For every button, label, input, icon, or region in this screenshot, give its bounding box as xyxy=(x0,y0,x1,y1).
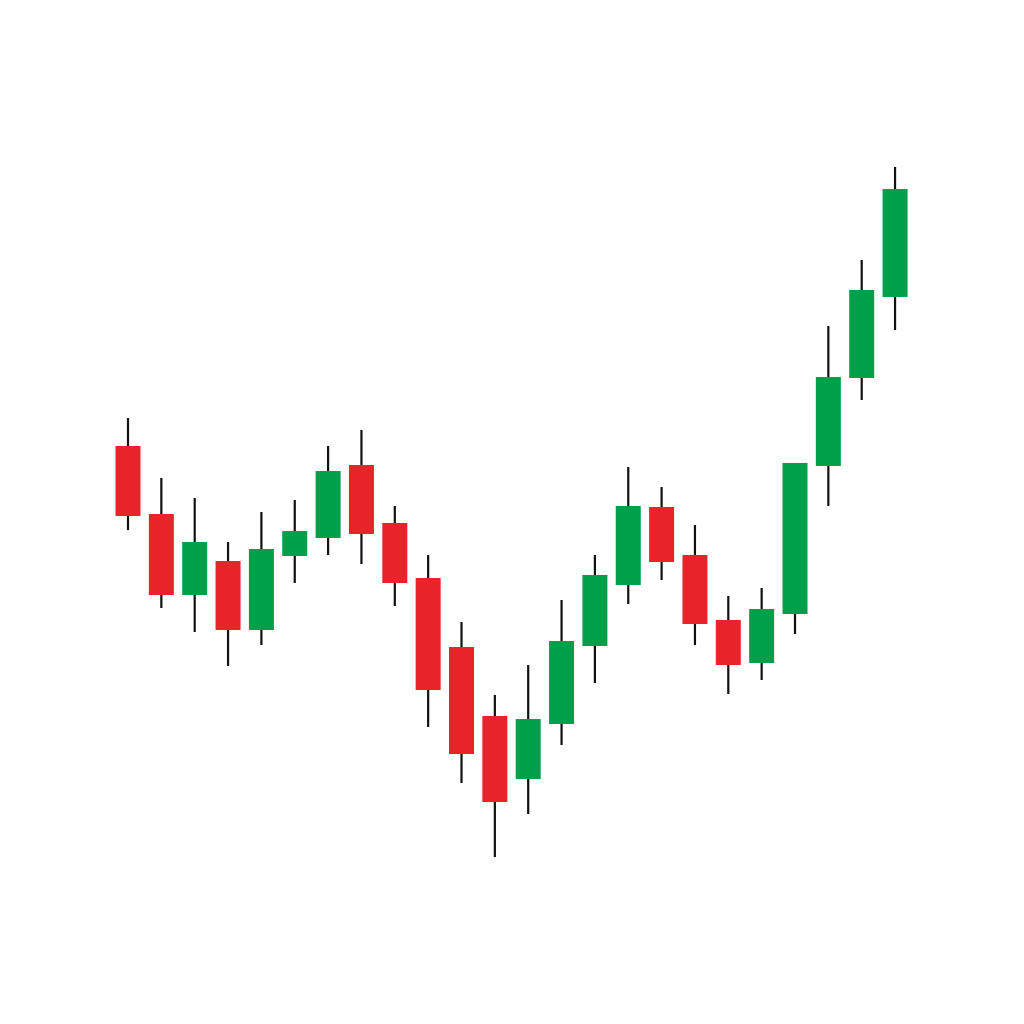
candle-10 xyxy=(415,555,441,727)
candle-body-bearish xyxy=(649,507,675,562)
candle-12 xyxy=(482,695,508,857)
candle-body-bullish xyxy=(282,531,308,556)
candle-body-bearish xyxy=(682,555,708,624)
candle-13 xyxy=(515,665,541,814)
candle-14 xyxy=(549,600,575,745)
candle-body-bearish xyxy=(382,523,408,583)
candle-17 xyxy=(649,487,675,580)
candles-group xyxy=(115,167,908,857)
candle-body-bullish xyxy=(782,463,808,614)
candle-23 xyxy=(849,260,875,400)
candle-body-bullish xyxy=(815,377,841,466)
candle-body-bullish xyxy=(315,471,341,538)
candle-5 xyxy=(248,512,274,645)
candle-8 xyxy=(348,430,374,564)
candle-18 xyxy=(682,525,708,645)
candle-24 xyxy=(882,167,908,330)
candle-body-bearish xyxy=(449,647,474,754)
candle-15 xyxy=(582,555,608,683)
candle-20 xyxy=(749,588,775,680)
candle-body-bearish xyxy=(715,620,741,665)
candle-body-bearish xyxy=(415,578,441,690)
candle-6 xyxy=(282,500,308,583)
candle-body-bullish xyxy=(549,641,575,724)
candle-body-bearish xyxy=(348,465,374,534)
candle-body-bearish xyxy=(115,446,141,516)
candle-body-bullish xyxy=(615,506,641,585)
candle-body-bullish xyxy=(248,549,274,630)
candle-body-bearish xyxy=(215,561,241,630)
candle-11 xyxy=(449,622,474,783)
candle-9 xyxy=(382,506,408,606)
candle-3 xyxy=(182,498,208,632)
candle-body-bullish xyxy=(849,290,875,378)
candle-19 xyxy=(715,596,741,694)
candle-21 xyxy=(782,463,808,634)
candle-16 xyxy=(615,467,641,604)
candle-body-bullish xyxy=(882,189,908,297)
candle-body-bullish xyxy=(515,719,541,779)
candle-body-bullish xyxy=(182,542,208,595)
candle-4 xyxy=(215,542,241,666)
candle-7 xyxy=(315,446,341,555)
candle-1 xyxy=(115,418,141,530)
candle-body-bearish xyxy=(482,716,508,802)
candle-2 xyxy=(148,478,174,608)
candle-body-bearish xyxy=(148,514,174,595)
candle-body-bullish xyxy=(749,609,775,663)
candle-22 xyxy=(815,326,841,506)
candle-body-bullish xyxy=(582,575,608,646)
